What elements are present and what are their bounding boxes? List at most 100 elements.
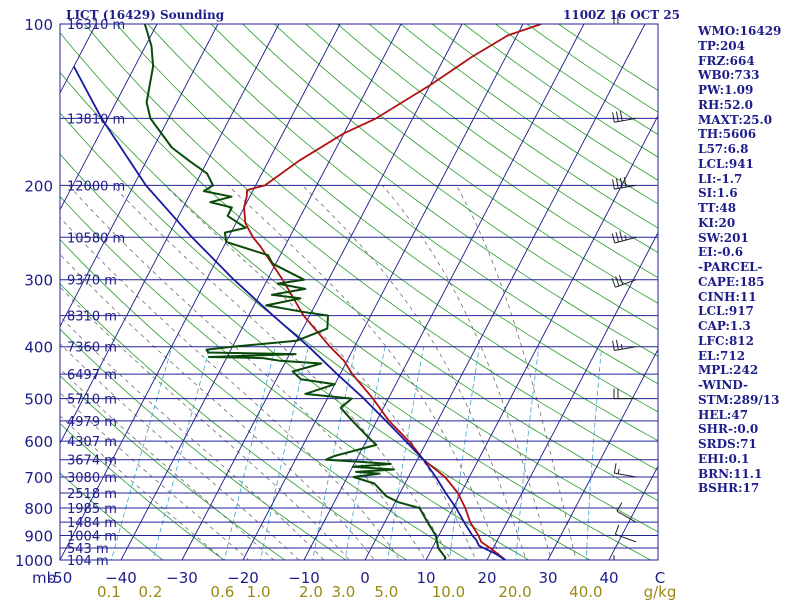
stat-line: -PARCEL-	[698, 260, 763, 274]
stat-line: WMO:16429	[698, 24, 782, 38]
isotherm-line	[547, 348, 658, 560]
mixing-ratio-label: 3.0	[331, 583, 355, 600]
isotherm-line	[60, 24, 219, 328]
height-tick-label: 1004 m	[67, 529, 117, 544]
temperature-tick-label: 10	[416, 569, 435, 587]
dry-adiabat-line	[115, 24, 658, 442]
temperature-tick-label: −20	[227, 569, 259, 587]
dry-adiabat-line	[179, 24, 658, 385]
stat-line: EHI:0.1	[698, 451, 750, 466]
height-tick-label: 3674 m	[67, 454, 117, 469]
height-tick-label: 10580 m	[67, 231, 125, 246]
isotherm-line	[60, 24, 158, 211]
dry-adiabat-line	[273, 24, 658, 304]
mixing-ratio-label: 0.2	[139, 583, 163, 600]
wind-barb	[611, 231, 637, 244]
isotherm-line	[608, 465, 658, 560]
temperature-tick-label: −10	[288, 569, 320, 587]
stat-line: CAP:1.3	[698, 319, 751, 333]
mixing-ratio-label: 0.1	[97, 583, 121, 600]
stat-line: CINH:11	[698, 289, 757, 304]
dry-adiabat-line	[147, 24, 658, 413]
pressure-tick-label: 600	[24, 433, 53, 451]
isotherm-line	[486, 231, 658, 560]
mixing-ratio-line	[515, 346, 540, 560]
moist-adiabat-line	[227, 185, 502, 560]
stat-line: EL:712	[698, 348, 746, 363]
height-tick-label: 9370 m	[67, 274, 117, 289]
pressure-tick-label: 800	[24, 500, 53, 518]
height-tick-label: 8310 m	[67, 310, 117, 325]
mixing-ratio-line	[152, 346, 211, 560]
isotherm-line	[60, 24, 280, 445]
height-tick-label: 16310 m	[67, 18, 125, 33]
wind-barb	[613, 388, 636, 400]
dry-adiabat-line	[60, 283, 408, 560]
mixing-ratio-label: 0.6	[210, 583, 234, 600]
dry-adiabat-line	[60, 423, 225, 560]
mixing-ratio-label: 2.0	[299, 583, 323, 600]
dry-adiabat-line	[60, 71, 658, 533]
mixing-ratio-line	[223, 346, 276, 560]
stat-line: SHR-:0.0	[698, 422, 759, 437]
stat-line: SW:201	[698, 230, 749, 245]
pressure-tick-label: 300	[24, 272, 53, 290]
stat-line: SI:1.6	[698, 186, 738, 201]
dry-adiabat-line	[210, 24, 658, 357]
mixing-ratio-label: 1.0	[247, 583, 271, 600]
stat-line: RH:52.0	[698, 97, 753, 112]
dry-adiabat-line	[60, 375, 286, 560]
moist-adiabat-line	[60, 316, 325, 560]
stat-line: L57:6.8	[698, 142, 749, 156]
dry-adiabat-line	[60, 195, 530, 560]
stat-line: KI:20	[698, 215, 736, 230]
background-grid	[60, 24, 658, 560]
wind-barb	[612, 339, 637, 352]
stat-line: TH:5606	[698, 127, 757, 142]
dry-adiabat-line	[305, 24, 658, 279]
pressure-tick-label: 900	[24, 527, 53, 545]
height-tick-label: 5710 m	[67, 393, 117, 408]
isotherm-line	[181, 24, 463, 560]
stat-line: LI:-1.7	[698, 171, 743, 186]
height-tick-label: 12000 m	[67, 179, 125, 194]
moist-adiabat-line	[60, 343, 300, 560]
height-tick-label: 1484 m	[67, 516, 117, 531]
stat-line: LCL:917	[698, 304, 754, 319]
dry-adiabat-line	[60, 31, 658, 502]
mixing-unit-label: g/kg	[644, 583, 677, 600]
temperature-tick-label: 20	[477, 569, 496, 587]
mixing-ratio-label: 40.0	[569, 583, 602, 600]
isotherm-line	[425, 114, 658, 560]
temperature-tick-label: 40	[599, 569, 618, 587]
stat-line: WB0:733	[698, 68, 760, 83]
isotherm-line	[242, 24, 524, 560]
stat-line: FRZ:664	[698, 53, 755, 68]
isotherm-line	[303, 24, 585, 560]
moist-adiabat-line	[60, 392, 250, 560]
height-tick-label: 1985 m	[67, 502, 117, 517]
height-tick-label: 104 m	[67, 554, 109, 569]
pressure-tick-label: 100	[24, 16, 53, 34]
temperature-tick-label: 30	[538, 569, 557, 587]
stat-line: -WIND-	[698, 378, 748, 392]
stat-line: LCL:941	[698, 156, 754, 171]
height-tick-label: 4979 m	[67, 415, 117, 430]
wind-barb	[614, 524, 637, 543]
temperature-trace	[243, 24, 542, 560]
stat-line: BSHR:17	[698, 481, 760, 496]
mixing-ratio-label: 20.0	[498, 583, 531, 600]
pressure-unit-label: mb	[32, 569, 56, 587]
isotherm-line	[364, 24, 646, 560]
stat-line: CAPE:185	[698, 274, 765, 289]
sounding-traces	[73, 24, 542, 560]
dry-adiabat-line	[60, 328, 347, 560]
dry-adiabat-line	[242, 24, 658, 331]
moist-adiabat-line	[382, 185, 552, 560]
isotherm-unit-label: C	[655, 569, 665, 587]
temperature-tick-label: −40	[105, 569, 137, 587]
dry-adiabat-line	[60, 472, 164, 560]
dry-adiabat-line	[337, 24, 658, 254]
